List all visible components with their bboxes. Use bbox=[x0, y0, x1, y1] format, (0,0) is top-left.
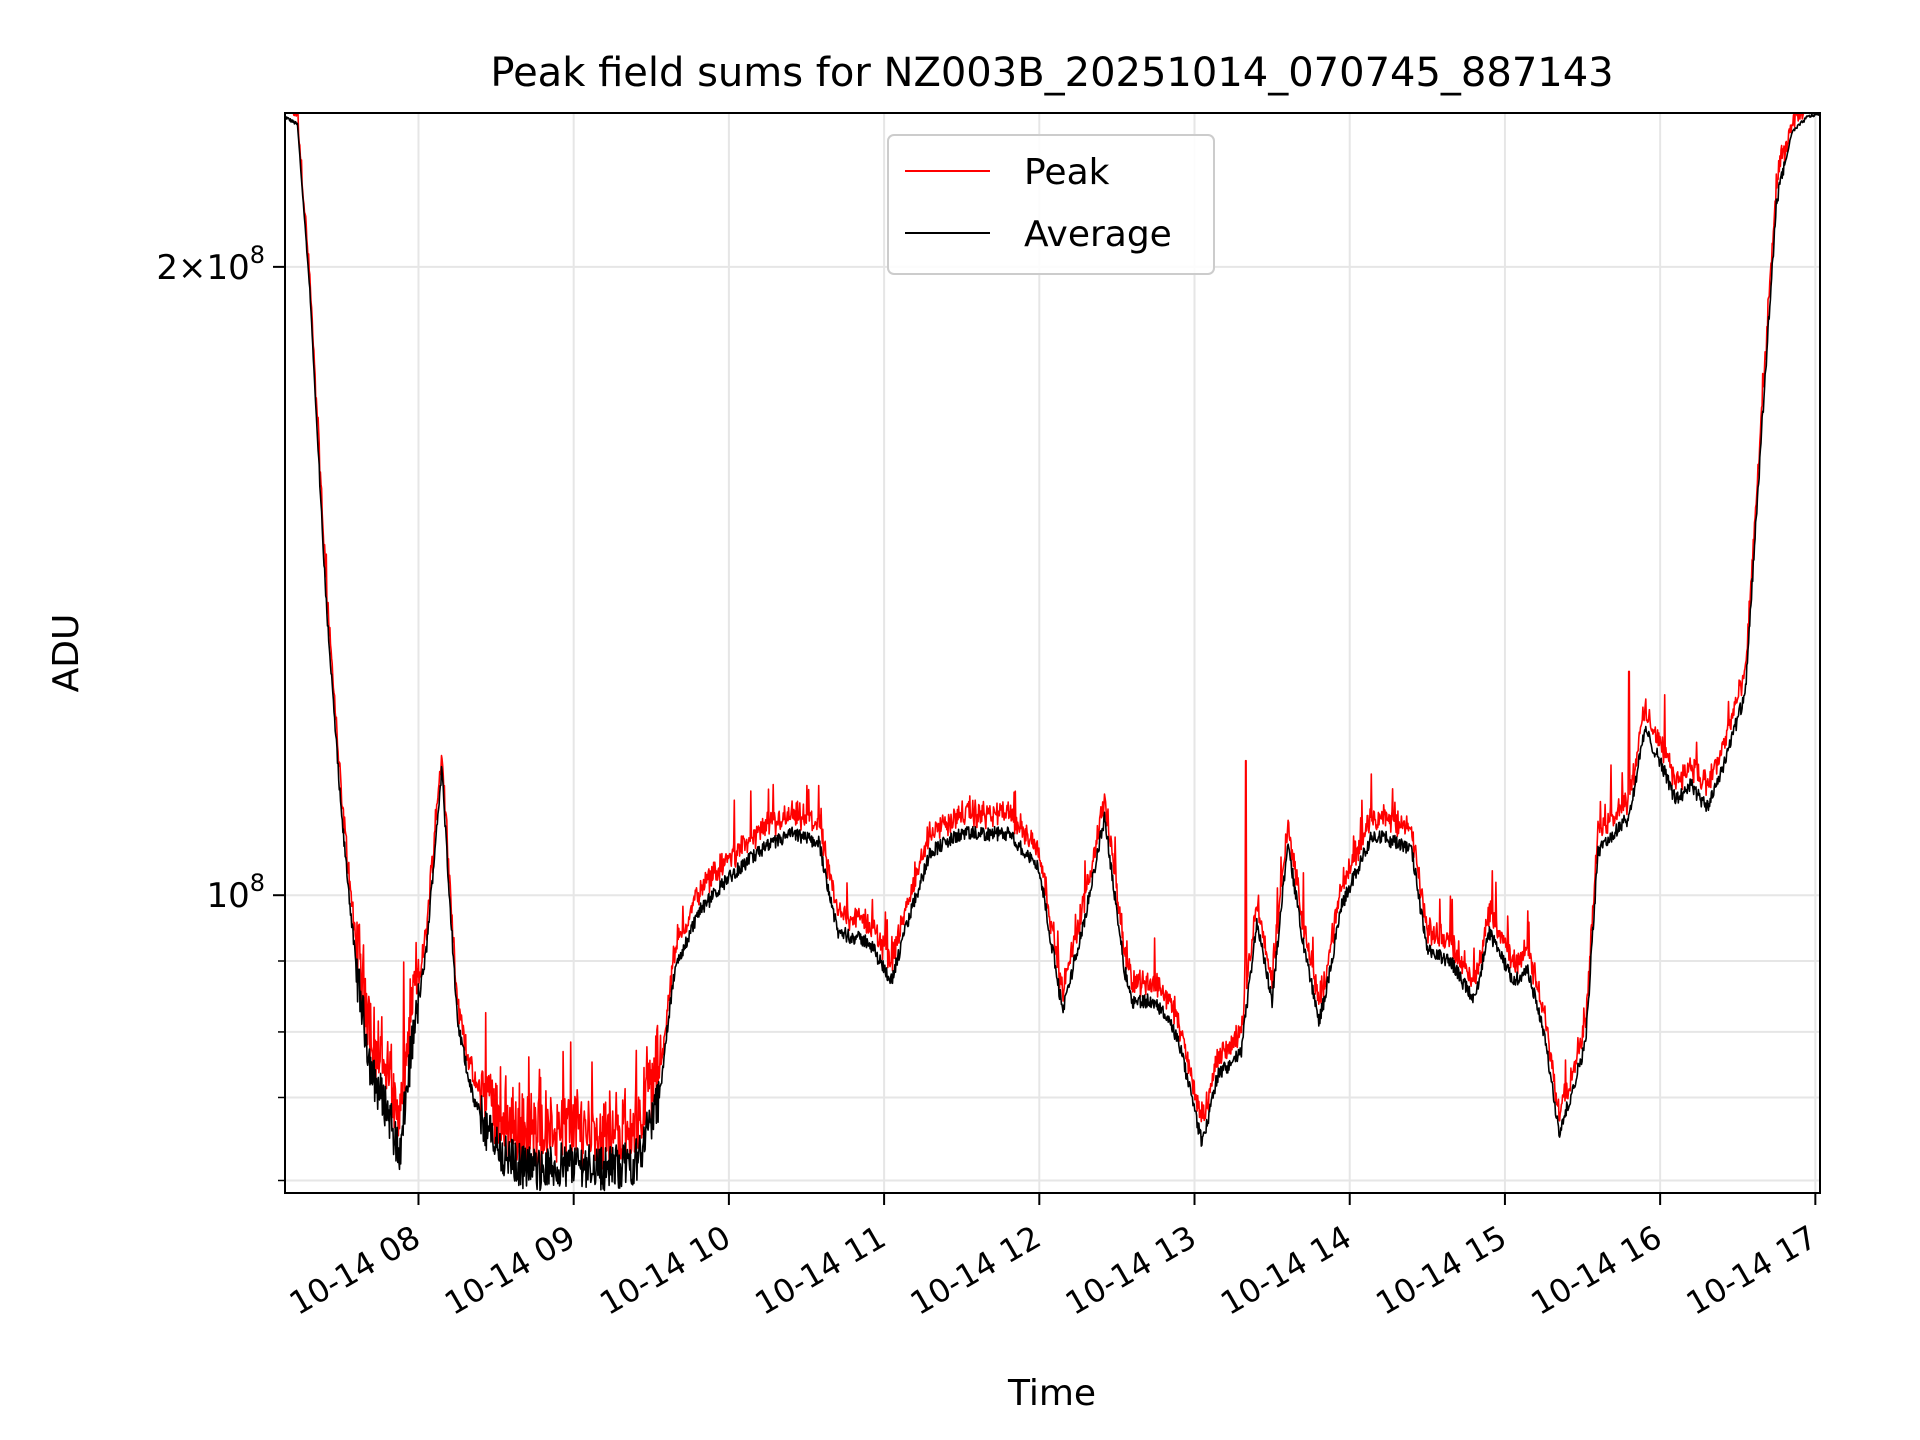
series-line-peak bbox=[284, 112, 1821, 1176]
y-axis-label: ADU bbox=[46, 614, 87, 693]
y-tick-label: 2×108 bbox=[156, 241, 265, 288]
y-tick-label: 108 bbox=[206, 869, 265, 916]
legend-average-label: Average bbox=[1024, 214, 1172, 255]
plot-frame bbox=[284, 112, 1821, 1194]
y-tick-label-base: 2×10 bbox=[156, 248, 249, 288]
legend: Peak Average bbox=[887, 134, 1215, 275]
x-axis-label: Time bbox=[1007, 1373, 1096, 1414]
y-tick-label-exponent: 8 bbox=[250, 241, 265, 269]
grid-lines bbox=[285, 113, 1820, 1193]
y-tick-label-exponent: 8 bbox=[250, 869, 265, 897]
series-line-average bbox=[284, 112, 1821, 1192]
legend-box bbox=[887, 134, 1215, 275]
legend-peak-label: Peak bbox=[1024, 152, 1110, 193]
series-lines bbox=[284, 112, 1821, 1192]
chart-title: Peak field sums for NZ003B_20251014_0707… bbox=[490, 50, 1613, 96]
y-tick-label-base: 10 bbox=[206, 876, 249, 916]
